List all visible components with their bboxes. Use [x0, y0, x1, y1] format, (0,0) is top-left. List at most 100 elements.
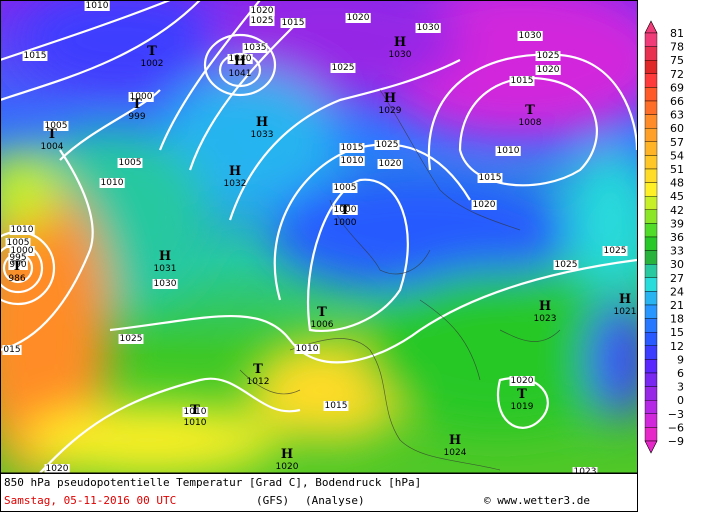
isobar-label: 1025	[376, 140, 399, 150]
isobar-label-bg	[22, 51, 48, 61]
center-pressure: 999	[128, 112, 145, 122]
legend-tick-label: 54	[670, 149, 684, 162]
center-pressure: 1012	[247, 377, 270, 387]
legend-tick-label: 75	[670, 54, 684, 67]
isobar-label: 1025	[537, 51, 560, 61]
legend-band	[644, 209, 658, 224]
legend-band	[644, 195, 658, 210]
legend-band	[644, 277, 658, 292]
isobar-label: 1010	[184, 407, 207, 417]
isobar-label-bg	[535, 51, 561, 61]
center-symbol: H	[281, 447, 293, 462]
center-pressure: 1024	[444, 448, 467, 458]
center-symbol: T	[47, 127, 57, 142]
center-pressure: 1021	[614, 307, 637, 317]
isobar-label-bg	[332, 205, 358, 215]
center-pressure: 1020	[276, 462, 299, 472]
legend-tick-label: 15	[670, 326, 684, 339]
legend-band	[644, 236, 658, 251]
center-pressure: 1004	[41, 142, 64, 152]
isobar-label: 1010	[296, 344, 319, 354]
legend-band	[644, 114, 658, 129]
legend-band	[644, 141, 658, 156]
footer-date: Samstag, 05-11-2016 00 UTC	[4, 494, 176, 507]
center-pressure: 986	[8, 274, 25, 284]
isobar-label-bg	[323, 401, 349, 411]
isobar-label-bg	[377, 159, 403, 169]
legend-band	[644, 250, 658, 265]
isobar-label-bg	[415, 23, 441, 33]
legend-tick-label: 30	[670, 258, 684, 271]
isobar-label: 1015	[341, 143, 364, 153]
isobar-label: 1025	[555, 260, 578, 270]
isobar-label: 1020	[511, 376, 534, 386]
legend-tick-label: 66	[670, 95, 684, 108]
isobar-label-bg	[535, 65, 561, 75]
center-symbol: T	[253, 362, 263, 377]
isobar-label: 1020	[251, 6, 274, 16]
isobar-label: 1010	[101, 178, 124, 188]
legend-tick-label: 18	[670, 313, 684, 326]
isobar-label: 1020	[347, 13, 370, 23]
isobar-label-bg	[44, 464, 70, 473]
legend-band	[644, 46, 658, 61]
legend-band	[644, 87, 658, 102]
color-legend: 8178757269666360575451484542393633302724…	[644, 20, 684, 454]
isobar-label-bg	[294, 344, 320, 354]
isobar-label-bg	[332, 183, 358, 193]
center-symbol: H	[234, 54, 246, 69]
center-pressure: 1000	[334, 218, 357, 228]
isobar-label: 1015	[479, 173, 502, 183]
center-symbol: T	[147, 44, 157, 59]
center-symbol: T	[525, 103, 535, 118]
legend-band	[644, 427, 658, 442]
isobar-label: 1025	[251, 16, 274, 26]
isobar-label-bg	[227, 54, 253, 64]
legend-tick-label: −6	[668, 421, 684, 434]
isobar-label: 1025	[120, 334, 143, 344]
legend-tick-label: 0	[677, 394, 684, 407]
center-symbol: T	[340, 203, 350, 218]
legend-band	[644, 359, 658, 374]
center-pressure: 1019	[511, 402, 534, 412]
isobar-label-bg	[84, 1, 110, 11]
isobar-label-bg	[280, 18, 306, 28]
legend-band	[644, 127, 658, 142]
legend-band	[644, 413, 658, 428]
legend-band	[644, 291, 658, 306]
center-symbol: H	[394, 35, 406, 50]
isobar-label-bg	[43, 121, 69, 131]
legend-tick-label: −9	[668, 435, 684, 448]
isobar-label-bg	[118, 334, 144, 344]
isobar-label: 1015	[511, 76, 534, 86]
isobar-label: 1000	[130, 92, 153, 102]
legend-tick-label: 63	[670, 109, 684, 122]
isobar-label: 1025	[604, 246, 627, 256]
legend-tick-label: 24	[670, 285, 684, 298]
legend-tick-label: 39	[670, 217, 684, 230]
isobar-label: 1025	[332, 63, 355, 73]
legend-band	[644, 318, 658, 333]
isobar-label: 995	[9, 253, 26, 263]
isobar-label: 015	[3, 345, 20, 355]
legend-band	[644, 100, 658, 115]
isobar-label: 1020	[537, 65, 560, 75]
isobar-label: 1020	[46, 464, 69, 474]
center-symbol: H	[159, 249, 171, 264]
isobar-label-bg	[471, 200, 497, 210]
isobar-label: 1015	[24, 51, 47, 61]
isobar-label: 1020	[379, 159, 402, 169]
isobar-label: 1000	[11, 246, 34, 256]
isobar-label-bg	[345, 13, 371, 23]
legend-top-arrow	[644, 20, 658, 34]
legend-band	[644, 182, 658, 197]
isobar-label: 990	[9, 260, 26, 270]
legend-tick-label: 12	[670, 340, 684, 353]
center-symbol: T	[517, 387, 527, 402]
legend-band	[644, 345, 658, 360]
legend-tick-label: 81	[670, 27, 684, 40]
legend-band	[644, 400, 658, 415]
